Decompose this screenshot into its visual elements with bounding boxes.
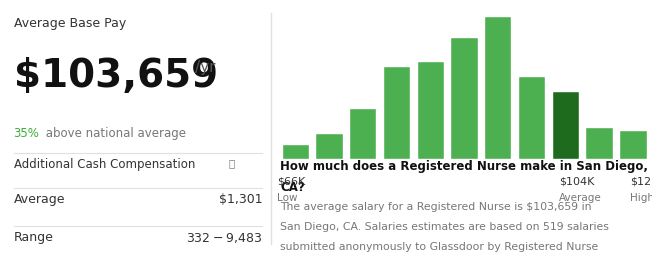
Text: $332 - $9,483: $332 - $9,483 [186, 231, 263, 245]
Bar [485, 16, 512, 159]
Bar [282, 145, 309, 159]
Text: /yr: /yr [195, 60, 215, 75]
Text: Range: Range [14, 231, 53, 244]
Text: above national average: above national average [42, 127, 186, 140]
Bar [316, 134, 342, 159]
Text: San Diego, CA. Salaries estimates are based on 519 salaries: San Diego, CA. Salaries estimates are ba… [280, 222, 609, 232]
Bar [553, 92, 579, 159]
Text: Low: Low [277, 193, 297, 203]
Text: $125K: $125K [630, 176, 652, 186]
Text: Average Base Pay: Average Base Pay [14, 17, 126, 30]
Text: submitted anonymously to Glassdoor by Registered Nurse: submitted anonymously to Glassdoor by Re… [280, 242, 599, 252]
Bar [451, 38, 478, 159]
Text: $103,659: $103,659 [14, 57, 218, 95]
Bar [384, 67, 410, 159]
Text: ⓘ: ⓘ [229, 158, 235, 168]
Text: How much does a Registered Nurse make in San Diego,: How much does a Registered Nurse make in… [280, 160, 648, 173]
Bar [417, 62, 444, 159]
Bar [350, 109, 376, 159]
Text: 35%: 35% [14, 127, 39, 140]
Text: Average: Average [14, 193, 65, 206]
Text: Average: Average [559, 193, 602, 203]
Text: $1,301: $1,301 [219, 193, 263, 206]
Text: Additional Cash Compensation: Additional Cash Compensation [14, 158, 195, 171]
Text: CA?: CA? [280, 181, 305, 194]
Text: High: High [630, 193, 652, 203]
Bar [519, 77, 545, 159]
Text: $66K: $66K [277, 176, 305, 186]
Bar [587, 128, 613, 159]
Text: The average salary for a Registered Nurse is $103,659 in: The average salary for a Registered Nurs… [280, 202, 592, 212]
Bar [620, 131, 647, 159]
Text: $104K: $104K [559, 176, 595, 186]
